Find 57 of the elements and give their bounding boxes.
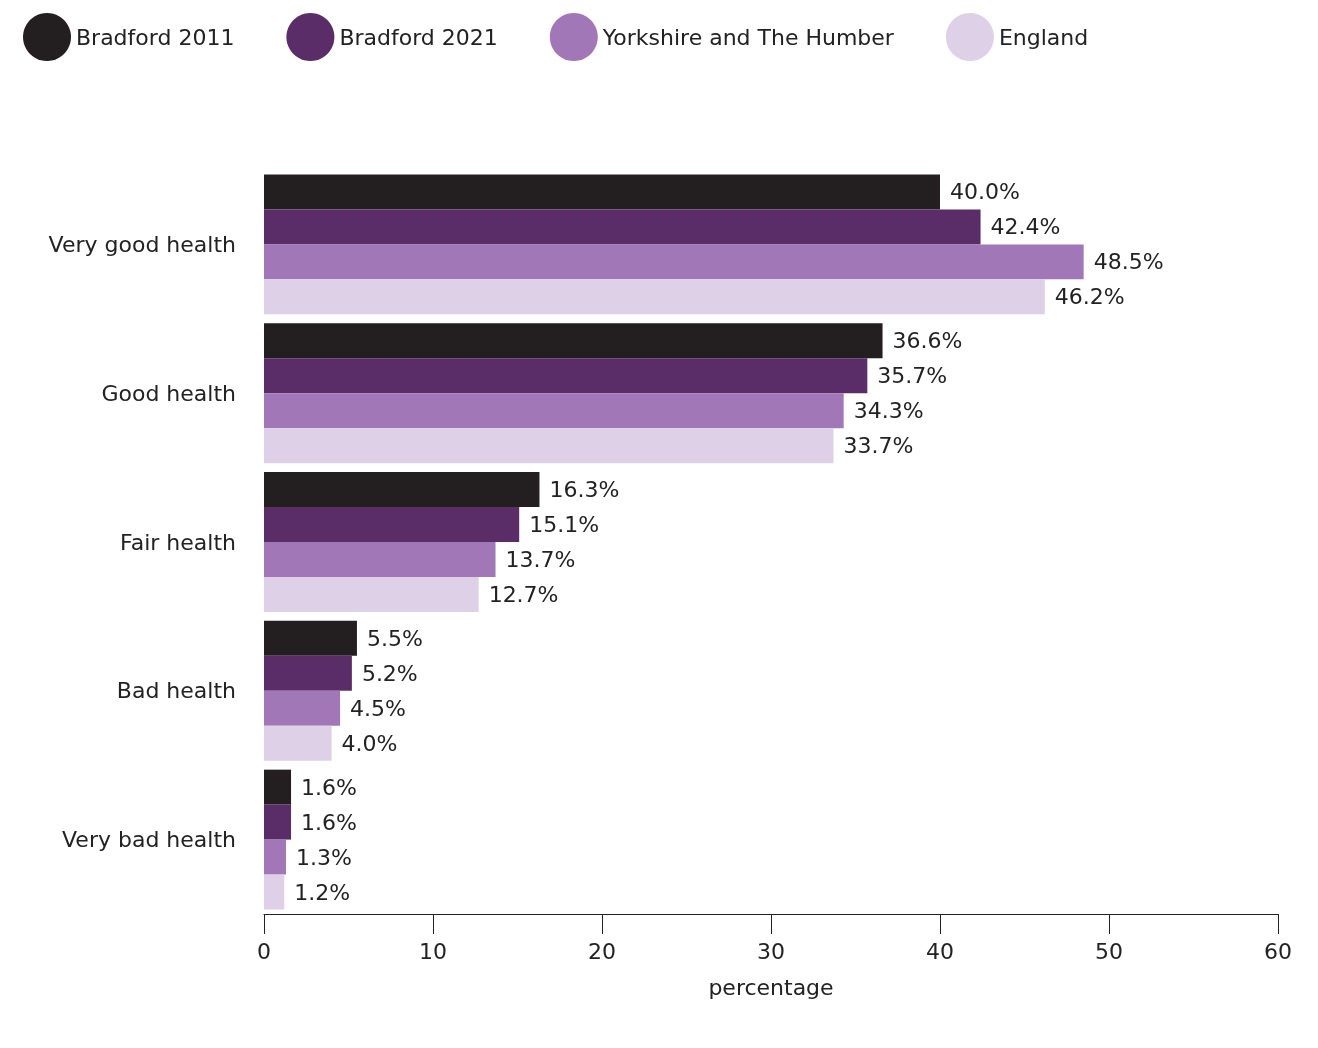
y-tick-label: Good health [101, 380, 236, 406]
data-label: 1.6% [301, 809, 357, 835]
data-label: 16.3% [549, 477, 620, 503]
data-label: 33.7% [843, 433, 914, 459]
data-label: 48.5% [1093, 249, 1164, 275]
data-label: 4.0% [341, 730, 398, 756]
x-axis-title: percentage [708, 974, 834, 1000]
bar [264, 690, 341, 726]
data-label: 13.7% [505, 546, 576, 572]
bar [264, 279, 1045, 315]
bar [264, 769, 292, 805]
bar [264, 620, 357, 656]
bar [264, 174, 940, 210]
legend-label: Yorkshire and The Humber [601, 24, 895, 50]
x-tick-label: 60 [1264, 938, 1292, 964]
bar [264, 804, 292, 840]
bar [264, 244, 1084, 280]
y-tick-label: Fair health [120, 529, 236, 555]
bar [264, 874, 285, 910]
legend-label: England [998, 24, 1089, 50]
bar [264, 655, 352, 691]
data-label: 35.7% [877, 363, 948, 389]
x-tick-label: 0 [257, 938, 271, 964]
x-tick-label: 10 [419, 938, 447, 964]
legend-label: Bradford 2011 [76, 24, 235, 50]
data-label: 15.1% [529, 512, 600, 538]
bar [264, 576, 479, 612]
x-tick-label: 20 [588, 938, 616, 964]
bar [264, 507, 520, 542]
bar [264, 542, 496, 577]
bar [264, 428, 834, 464]
data-label: 4.5% [350, 695, 406, 721]
data-label: 1.2% [294, 879, 351, 905]
legend-label: Bradford 2021 [339, 24, 498, 50]
bar [264, 393, 844, 429]
data-label: 5.2% [361, 660, 418, 686]
data-label: 1.6% [301, 774, 357, 800]
data-label: 42.4% [990, 214, 1061, 240]
x-tick-label: 30 [757, 938, 785, 964]
data-label: 46.2% [1054, 284, 1125, 310]
bar [264, 472, 540, 508]
data-label: 40.0% [950, 179, 1020, 205]
y-tick-label: Very bad health [62, 827, 236, 853]
data-label: 12.7% [488, 581, 559, 607]
bar [264, 839, 286, 875]
bar [264, 209, 981, 245]
y-tick-label: Bad health [116, 678, 236, 704]
bar [264, 725, 332, 761]
x-tick-label: 50 [1095, 938, 1123, 964]
y-tick-label: Very good health [48, 231, 236, 257]
data-label: 34.3% [853, 398, 924, 424]
bar [264, 323, 883, 359]
x-tick-label: 40 [926, 938, 954, 964]
data-label: 1.3% [295, 844, 352, 870]
data-label: 36.6% [892, 328, 963, 354]
bar [264, 358, 868, 394]
data-label: 5.5% [366, 625, 423, 651]
